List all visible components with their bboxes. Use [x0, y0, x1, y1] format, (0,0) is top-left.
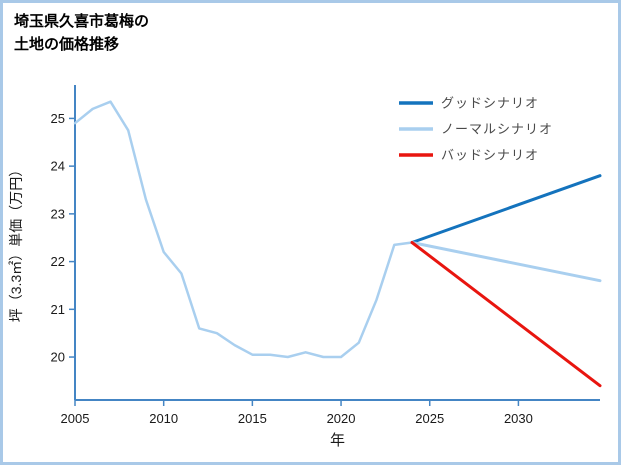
price-chart: 2005 2010 2015 2020 2025 2030 20 21 22 23 24 25 年 坪（3… — [3, 3, 618, 462]
x-tick-label: 2020 — [327, 411, 356, 426]
chart-title-line2: 土地の価格推移 — [14, 35, 120, 53]
x-tick-label: 2015 — [238, 411, 267, 426]
y-tick-label: 24 — [51, 159, 65, 174]
series-normal-line — [410, 241, 602, 283]
series-good-line — [410, 174, 602, 244]
legend-label-good: グッドシナリオ — [441, 96, 539, 111]
chart-title: 埼玉県久喜市葛梅の 土地の価格推移 — [14, 11, 149, 56]
x-tick-label: 2005 — [61, 411, 90, 426]
y-tick-label: 22 — [51, 254, 65, 269]
legend-label-normal: ノーマルシナリオ — [441, 122, 553, 137]
y-axis-label: 坪（3.3㎡）単価（万円） — [8, 163, 24, 322]
y-tick-label: 25 — [51, 111, 65, 126]
x-tick-label: 2030 — [504, 411, 533, 426]
chart-title-line1: 埼玉県久喜市葛梅の — [14, 13, 150, 30]
y-tick-label: 23 — [51, 206, 65, 221]
y-tick-label: 20 — [51, 350, 65, 365]
x-tick-label: 2025 — [415, 411, 444, 426]
chart-svg: 2005 2010 2015 2020 2025 2030 20 21 22 23 24 25 年 坪（3… — [8, 85, 602, 449]
x-axis-label: 年 — [330, 432, 345, 449]
y-tick-label: 21 — [51, 302, 65, 317]
x-tick-label: 2010 — [149, 411, 178, 426]
series-historical-line — [73, 100, 414, 359]
series-bad-line — [410, 241, 602, 388]
legend-label-bad: バッドシナリオ — [441, 148, 539, 163]
